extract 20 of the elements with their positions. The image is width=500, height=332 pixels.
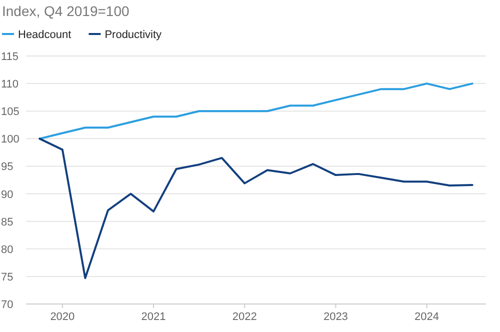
y-tick-label: 105 (1, 106, 20, 118)
x-tick-label: 2020 (50, 311, 75, 323)
y-tick-label: 115 (1, 51, 19, 63)
y-tick-label: 70 (1, 299, 14, 311)
x-tick-label: 2024 (414, 311, 440, 323)
y-tick-label: 95 (1, 161, 14, 174)
line-series (38, 138, 474, 280)
y-tick-label: 90 (1, 188, 14, 201)
line-series (38, 82, 474, 140)
legend-label: Headcount (18, 29, 72, 41)
x-tick-label: 2021 (141, 311, 166, 323)
x-tick-label: 2022 (232, 311, 257, 323)
y-tick-label: 100 (1, 134, 20, 146)
legend-label: Productivity (104, 29, 162, 41)
y-tick-label: 75 (1, 271, 14, 284)
y-tick-label: 80 (1, 244, 14, 256)
y-tick-label: 85 (1, 216, 14, 228)
chart-title: Index, Q4 2019=100 (2, 3, 130, 19)
y-tick-label: 110 (1, 78, 19, 91)
x-tick-label: 2023 (323, 311, 348, 323)
